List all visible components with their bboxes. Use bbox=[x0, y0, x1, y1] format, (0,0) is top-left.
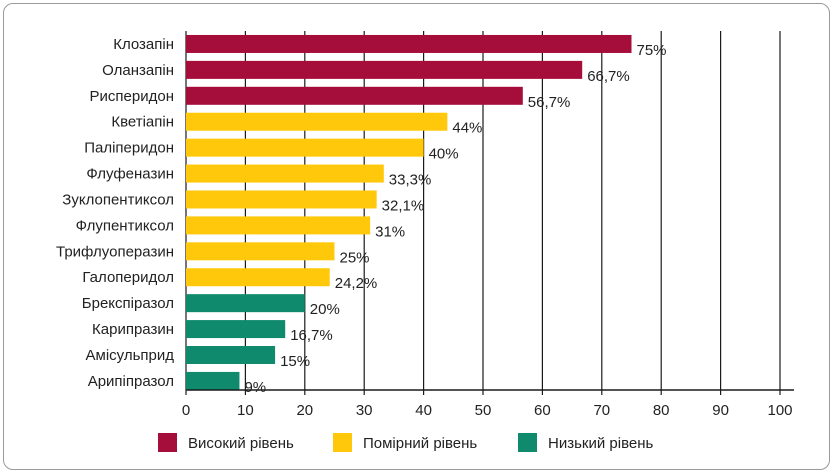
legend-swatch bbox=[518, 433, 537, 452]
value-label: 40% bbox=[429, 146, 459, 163]
bar bbox=[186, 216, 371, 235]
bars bbox=[186, 34, 632, 390]
legend-label: Помірний рівень bbox=[363, 435, 477, 452]
x-axis: 0 10 20 30 40 50 60 70 80 90 100 bbox=[182, 389, 794, 419]
x-tick-label: 10 bbox=[237, 402, 254, 419]
value-label: 16,7% bbox=[290, 327, 333, 344]
x-tick-label: 60 bbox=[534, 402, 551, 419]
category-label: Паліперидон bbox=[84, 140, 174, 157]
value-label: 33,3% bbox=[389, 172, 432, 189]
bar bbox=[186, 190, 377, 209]
x-tick-label: 90 bbox=[712, 402, 729, 419]
category-labels: Клозапін Оланзапін Рисперидон Кветіапін Палі… bbox=[56, 36, 174, 390]
legend-swatch bbox=[333, 433, 352, 452]
value-label: 32,1% bbox=[382, 197, 425, 214]
category-label: Рисперидон bbox=[90, 88, 174, 105]
bar bbox=[186, 86, 523, 105]
value-label: 24,2% bbox=[335, 275, 378, 292]
x-tick-label: 70 bbox=[593, 402, 610, 419]
bar bbox=[186, 112, 448, 131]
category-label: Флупентиксол bbox=[76, 217, 174, 234]
value-label: 66,7% bbox=[587, 68, 630, 85]
x-tick-label: 40 bbox=[415, 402, 432, 419]
bar bbox=[186, 242, 335, 261]
category-label: Арипіпразол bbox=[88, 373, 174, 390]
bar bbox=[186, 346, 276, 364]
bar bbox=[186, 164, 384, 183]
category-label: Флуфеназин bbox=[86, 166, 174, 183]
value-label: 15% bbox=[280, 353, 310, 370]
value-label: 25% bbox=[340, 249, 370, 266]
category-label: Клозапін bbox=[113, 36, 174, 53]
bar bbox=[186, 138, 424, 157]
bar bbox=[186, 294, 305, 313]
x-tick-label: 20 bbox=[296, 402, 313, 419]
x-tick-label: 50 bbox=[475, 402, 492, 419]
x-tick-label: 0 bbox=[182, 402, 190, 419]
legend-label: Низький рівень bbox=[548, 435, 653, 452]
value-label: 20% bbox=[310, 301, 340, 318]
value-label: 31% bbox=[375, 223, 405, 240]
x-tick-label: 30 bbox=[356, 402, 373, 419]
category-label: Галоперидол bbox=[82, 269, 174, 286]
chart-frame bbox=[3, 3, 830, 470]
bar bbox=[186, 60, 583, 79]
bar bbox=[186, 320, 286, 339]
bar bbox=[186, 268, 330, 287]
value-label: 9% bbox=[244, 379, 266, 396]
legend-label: Високий рівень bbox=[188, 435, 294, 452]
category-label: Брекспіразол bbox=[82, 295, 174, 312]
category-label: Оланзапін bbox=[102, 62, 174, 79]
legend-swatch bbox=[158, 433, 177, 452]
category-label: Кветіапін bbox=[111, 114, 174, 131]
bar bbox=[186, 371, 240, 390]
category-label: Зуклопентиксол bbox=[62, 191, 174, 208]
category-label: Карипразин bbox=[92, 321, 174, 338]
value-label: 75% bbox=[637, 42, 667, 59]
value-label: 44% bbox=[452, 120, 482, 137]
category-label: Трифлуоперазин bbox=[56, 243, 174, 260]
value-labels: 75% 66,7% 56,7% 44% 40% 33,3% 32,1% 31% 25% 24,2%… bbox=[244, 42, 666, 396]
legend: Високий рівень Помірний рівень Низький рів… bbox=[158, 433, 653, 452]
bar bbox=[186, 34, 632, 53]
value-label: 56,7% bbox=[528, 94, 571, 111]
category-label: Амісульприд bbox=[86, 347, 175, 364]
x-tick-label: 100 bbox=[767, 402, 792, 419]
x-tick-label: 80 bbox=[653, 402, 670, 419]
